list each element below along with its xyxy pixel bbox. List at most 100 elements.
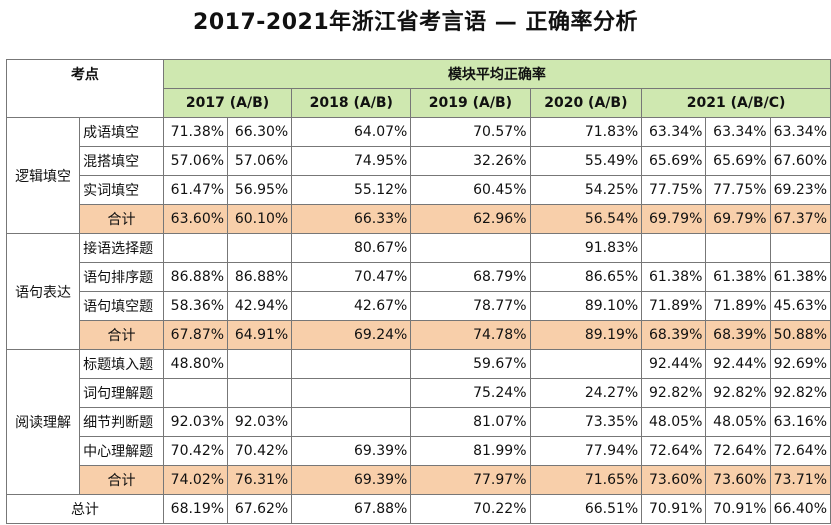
subtotal-value: 71.65% (529, 465, 643, 495)
subtotal-value: 56.54% (529, 204, 643, 234)
table-row: 阅读理解 标题填入题 48.80% 59.67% 92.44% 92.44% 92.69% (5, 349, 831, 495)
value-cell: 42.94% (227, 291, 293, 321)
value-cell: 92.03% (162, 407, 229, 437)
subtotal-label: 合计 (79, 465, 164, 495)
value-cell: 78.77% (410, 291, 531, 321)
value-cell: 70.57% (410, 117, 531, 147)
value-cell: 55.49% (529, 146, 643, 176)
value-cell: 57.06% (227, 146, 293, 176)
subtotal-value: 69.79% (705, 204, 771, 234)
value-cell: 86.88% (227, 262, 293, 292)
value-cell: 70.42% (227, 436, 293, 466)
value-cell: 69.39% (291, 436, 412, 466)
year-header: 2020 (A/B) (529, 88, 643, 118)
value-cell (769, 233, 831, 263)
module-header: 模块平均正确率 (162, 59, 831, 89)
value-cell: 92.03% (227, 407, 293, 437)
item-cell: 语句填空题 (79, 291, 164, 321)
subtotal-label: 合计 (79, 320, 164, 350)
value-cell (291, 349, 412, 379)
total-value: 67.88% (291, 494, 412, 524)
value-cell: 61.38% (705, 262, 771, 292)
value-cell: 42.67% (291, 291, 412, 321)
year-header: 2021 (A/B/C) (641, 88, 831, 118)
value-cell (410, 233, 531, 263)
value-cell: 66.30% (227, 117, 293, 147)
subtotal-value: 76.31% (227, 465, 293, 495)
subtotal-row: 合计 67.87% 64.91% 69.24% 74.78% 89.19% 68.39% 68… (7, 320, 831, 350)
value-cell: 55.12% (291, 175, 412, 205)
value-cell (291, 407, 412, 437)
value-cell: 89.10% (529, 291, 643, 321)
value-cell (162, 233, 229, 263)
value-cell: 77.75% (705, 175, 771, 205)
category-cell: 语句表达 (5, 233, 81, 350)
value-cell: 92.44% (641, 349, 707, 379)
category-cell: 逻辑填空 (5, 117, 81, 234)
subtotal-value: 62.96% (410, 204, 531, 234)
total-value: 70.22% (410, 494, 531, 524)
total-value: 68.19% (162, 494, 229, 524)
value-cell: 48.05% (641, 407, 707, 437)
accuracy-table: 考点 模块平均正确率 2017 (A/B) 2018 (A/B) 2019 (A/B) 2… (5, 59, 831, 524)
subtotal-value: 64.91% (227, 320, 293, 350)
subtotal-value: 77.97% (410, 465, 531, 495)
year-header: 2017 (A/B) (162, 88, 293, 118)
subtotal-value: 69.79% (641, 204, 707, 234)
value-cell: 71.89% (705, 291, 771, 321)
table-row: 语句填空题 58.36% 42.94% 42.67% 78.77% 89.10% 71.89… (7, 291, 831, 321)
total-value: 70.91% (641, 494, 707, 524)
value-cell: 69.23% (769, 175, 831, 205)
subtotal-label: 合计 (79, 204, 164, 234)
subtotal-value: 67.87% (162, 320, 229, 350)
value-cell (529, 349, 643, 379)
value-cell: 71.83% (529, 117, 643, 147)
value-cell: 72.64% (641, 436, 707, 466)
value-cell: 48.05% (705, 407, 771, 437)
value-cell: 71.38% (162, 117, 229, 147)
value-cell: 86.65% (529, 262, 643, 292)
subtotal-value: 69.24% (291, 320, 412, 350)
value-cell: 80.67% (291, 233, 412, 263)
header-row-module: 考点 模块平均正确率 (6, 59, 831, 118)
table-row: 语句排序题 86.88% 86.88% 70.47% 68.79% 86.65% 61.38… (7, 262, 831, 292)
value-cell: 92.82% (641, 378, 707, 408)
subtotal-value: 68.39% (705, 320, 771, 350)
value-cell: 92.82% (705, 378, 771, 408)
value-cell: 92.69% (769, 349, 831, 379)
value-cell: 71.89% (641, 291, 707, 321)
value-cell: 72.64% (705, 436, 771, 466)
value-cell: 77.94% (529, 436, 643, 466)
subtotal-value: 66.33% (291, 204, 412, 234)
value-cell: 64.07% (291, 117, 412, 147)
value-cell: 77.75% (641, 175, 707, 205)
subtotal-value: 69.39% (291, 465, 412, 495)
total-value: 67.62% (227, 494, 293, 524)
table-row: 词句理解题 75.24% 24.27% 92.82% 92.82% 92.82% (7, 378, 831, 408)
item-cell: 实词填空 (79, 175, 164, 205)
subtotal-value: 74.78% (410, 320, 531, 350)
value-cell (162, 378, 229, 408)
value-cell: 32.26% (410, 146, 531, 176)
value-cell: 57.06% (162, 146, 229, 176)
year-header: 2018 (A/B) (291, 88, 412, 118)
value-cell (227, 349, 293, 379)
value-cell: 92.82% (769, 378, 831, 408)
year-header: 2019 (A/B) (410, 88, 531, 118)
table-row: 混搭填空 57.06% 57.06% 74.95% 32.26% 55.49% 65.69%… (7, 146, 831, 176)
value-cell (641, 233, 707, 263)
value-cell: 63.34% (641, 117, 707, 147)
value-cell: 73.35% (529, 407, 643, 437)
item-cell: 成语填空 (79, 117, 164, 147)
total-row: 总计 68.19% 67.62% 67.88% 70.22% 66.51% 70.91% 70… (6, 494, 831, 524)
subtotal-value: 73.60% (705, 465, 771, 495)
item-cell: 语句排序题 (79, 262, 164, 292)
value-cell: 63.16% (769, 407, 831, 437)
table-row: 中心理解题 70.42% 70.42% 69.39% 81.99% 77.94% 72.64… (7, 436, 831, 466)
table-row: 实词填空 61.47% 56.95% 55.12% 60.45% 54.25% 77.75%… (7, 175, 831, 205)
value-cell (227, 378, 293, 408)
value-cell: 58.36% (162, 291, 229, 321)
value-cell: 61.47% (162, 175, 229, 205)
value-cell: 59.67% (410, 349, 531, 379)
value-cell: 45.63% (769, 291, 831, 321)
